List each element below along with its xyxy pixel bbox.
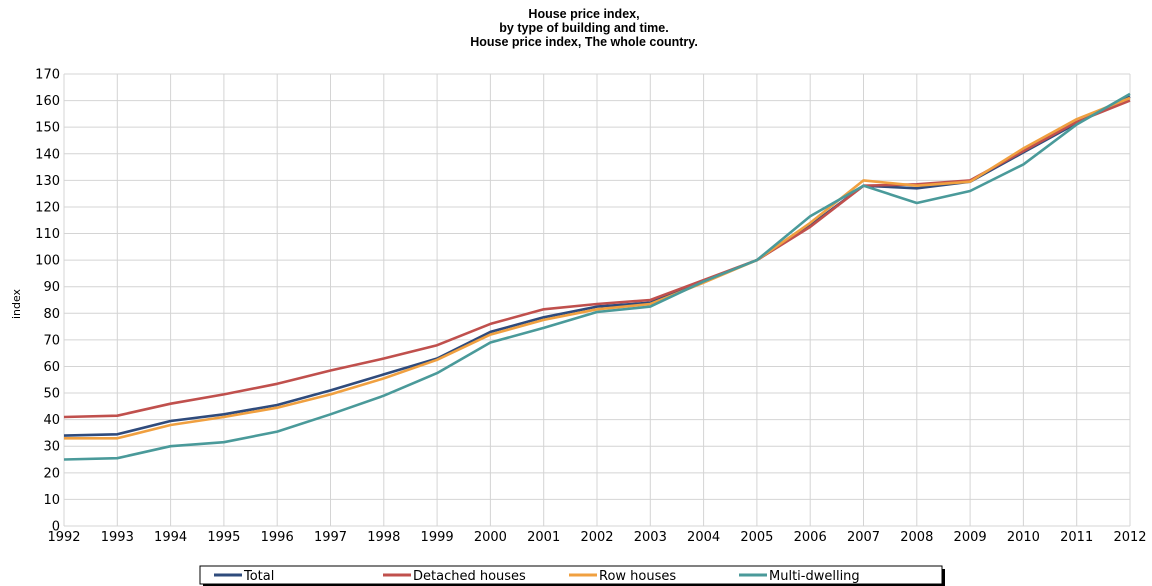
x-tick-label: 2002 xyxy=(580,530,613,545)
x-tick-label: 2007 xyxy=(847,530,880,545)
y-tick-label: 100 xyxy=(35,254,60,269)
y-tick-label: 70 xyxy=(43,333,60,348)
chart-title-line-2: by type of building and time. xyxy=(499,21,668,35)
x-tick-label: 2008 xyxy=(900,530,933,545)
chart-title: House price index, by type of building a… xyxy=(470,7,698,49)
plot-series xyxy=(63,92,1131,461)
legend: Total Detached houses Row houses Multi-dwel… xyxy=(199,565,945,586)
x-tick-label: 2012 xyxy=(1113,530,1146,545)
x-tick-label: 1995 xyxy=(207,530,240,545)
x-tick-label: 1992 xyxy=(47,530,80,545)
y-tick-label: 30 xyxy=(43,440,60,455)
y-tick-label: 20 xyxy=(43,466,60,481)
legend-label: Multi-dwelling xyxy=(769,569,860,584)
x-tick-label: 2004 xyxy=(687,530,720,545)
y-tick-label: 60 xyxy=(43,360,60,375)
y-tick-label: 50 xyxy=(43,387,60,402)
x-tick-label: 1994 xyxy=(154,530,187,545)
x-tick-label: 1999 xyxy=(421,530,454,545)
y-axis-label: index xyxy=(10,288,23,319)
y-tick-label: 140 xyxy=(35,147,60,162)
x-tick-label: 2011 xyxy=(1060,530,1093,545)
y-tick-label: 150 xyxy=(35,121,60,136)
x-tick-label: 2001 xyxy=(527,530,560,545)
legend-label: Detached houses xyxy=(413,569,526,584)
legend-label: Row houses xyxy=(599,569,676,584)
x-tick-label: 2003 xyxy=(634,530,667,545)
y-tick-label: 110 xyxy=(35,227,60,242)
x-tick-label: 2009 xyxy=(954,530,987,545)
series-line-detached-houses xyxy=(63,99,1131,419)
series-line-multi-dwelling xyxy=(63,92,1131,461)
y-tick-label: 120 xyxy=(35,200,60,215)
y-tick-label: 160 xyxy=(35,94,60,109)
x-tick-label: 2000 xyxy=(474,530,507,545)
chart-title-line-3: House price index, The whole country. xyxy=(470,35,698,49)
y-tick-label: 10 xyxy=(43,493,60,508)
y-tick-label: 130 xyxy=(35,174,60,189)
chart-title-line-1: House price index, xyxy=(528,7,639,21)
axes: 0 10 20 30 40 50 60 70 80 90 100 110 120 130 140 150 160… xyxy=(35,68,1146,546)
x-tick-label: 1997 xyxy=(314,530,347,545)
y-tick-label: 170 xyxy=(35,68,60,83)
grid xyxy=(63,73,1131,527)
x-tick-label: 1993 xyxy=(101,530,134,545)
x-tick-label: 2006 xyxy=(794,530,827,545)
y-tick-label: 80 xyxy=(43,307,60,322)
x-tick-label: 2010 xyxy=(1007,530,1040,545)
y-tick-label: 90 xyxy=(43,280,60,295)
y-tick-label: 40 xyxy=(43,413,60,428)
x-tick-label: 2005 xyxy=(740,530,773,545)
legend-label: Total xyxy=(243,569,274,584)
x-tick-label: 1996 xyxy=(261,530,294,545)
x-tick-label: 1998 xyxy=(367,530,400,545)
y-tick-label: 0 xyxy=(52,520,60,535)
series-line-row-houses xyxy=(64,96,1131,440)
